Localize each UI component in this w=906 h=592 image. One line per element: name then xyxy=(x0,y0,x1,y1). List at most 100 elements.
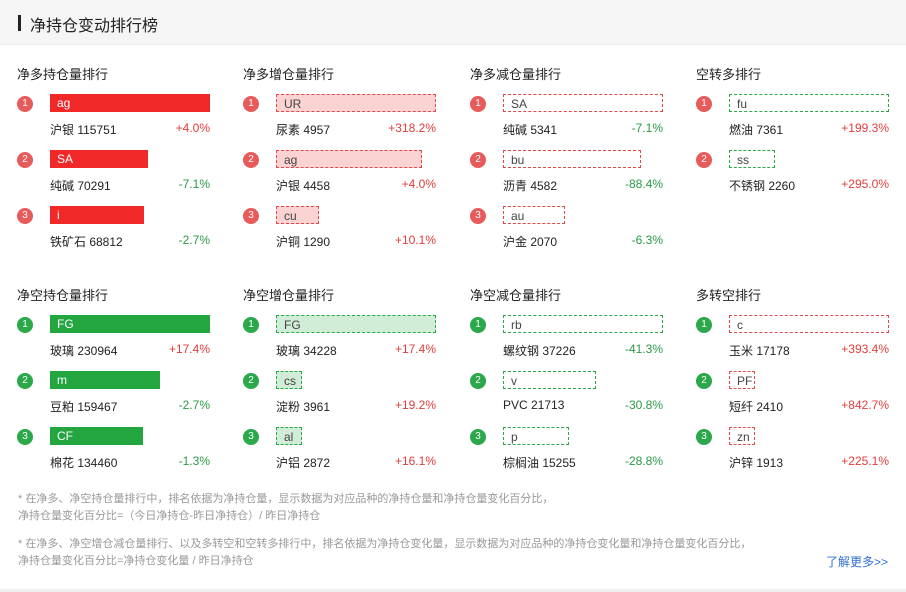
contract-name-value: 沪金 2070 xyxy=(503,235,558,249)
contract-bar[interactable]: v xyxy=(503,371,596,389)
contract-bar[interactable]: ag xyxy=(50,94,210,112)
ranking-item[interactable]: 3 p 棕榈油 15255 -28.8% xyxy=(470,427,675,483)
contract-name-value: PVC 21713 xyxy=(503,398,565,412)
change-percent: +393.4% xyxy=(841,342,889,356)
rank-badge: 1 xyxy=(17,96,33,112)
ranking-item[interactable]: 3 au 沪金 2070 -6.3% xyxy=(470,206,675,262)
contract-bar[interactable]: p xyxy=(503,427,569,445)
contract-name-value: 淀粉 3961 xyxy=(276,400,331,414)
rank-badge: 3 xyxy=(470,429,486,445)
section-title: 多转空排行 xyxy=(696,288,762,303)
section-title: 净多增仓量排行 xyxy=(243,67,335,82)
contract-name-value: 沥青 4582 xyxy=(503,179,558,193)
ranking-item[interactable]: 2 PF 短纤 2410 +842.7% xyxy=(696,371,901,427)
change-percent: +10.1% xyxy=(394,233,436,247)
ranking-section: 净空增仓量排行 1 FG 玻璃 34228 +17.4% 2 cs 淀粉 3961 +19.2%… xyxy=(243,287,448,483)
contract-bar[interactable]: FG xyxy=(276,315,436,333)
note-changes-line2: 净持仓量变化百分比=净持仓变化量 / 昨日净持仓 xyxy=(18,555,254,567)
title-accent-bar xyxy=(18,15,21,31)
contract-bar[interactable]: FG xyxy=(50,315,210,333)
note-changes-line1: * 在净多、净空增仓减仓量排行、以及多转空和空转多排行中，排名依据为净持仓变化量… xyxy=(18,538,752,550)
change-percent: +318.2% xyxy=(388,121,436,135)
ranking-item[interactable]: 3 CF 棉花 134460 -1.3% xyxy=(17,427,222,483)
contract-bar[interactable]: ss xyxy=(729,150,775,168)
ranking-item[interactable]: 1 ag 沪银 115751 +4.0% xyxy=(17,94,222,150)
ranking-section: 净多增仓量排行 1 UR 尿素 4957 +318.2% 2 ag 沪银 4458 +4.0% 3… xyxy=(243,66,448,262)
contract-bar[interactable]: fu xyxy=(729,94,889,112)
section-title: 净空减仓量排行 xyxy=(470,288,562,303)
contract-bar[interactable]: UR xyxy=(276,94,436,112)
change-percent: -41.3% xyxy=(624,342,663,356)
change-percent: +17.4% xyxy=(394,342,436,356)
contract-name-value: 纯碱 5341 xyxy=(503,123,558,137)
rank-badge: 1 xyxy=(470,317,486,333)
change-percent: +19.2% xyxy=(394,398,436,412)
change-percent: +842.7% xyxy=(841,398,889,412)
ranking-item[interactable]: 3 i 铁矿石 68812 -2.7% xyxy=(17,206,222,262)
ranking-section: 净空减仓量排行 1 rb 螺纹钢 37226 -41.3% 2 v PVC 21713 -30.… xyxy=(470,287,675,483)
ranking-item[interactable]: 2 ag 沪银 4458 +4.0% xyxy=(243,150,448,206)
contract-bar[interactable]: CF xyxy=(50,427,143,445)
rank-badge: 2 xyxy=(243,152,259,168)
contract-bar[interactable]: m xyxy=(50,371,160,389)
change-percent: +295.0% xyxy=(841,177,889,191)
contract-name-value: 螺纹钢 37226 xyxy=(503,344,576,358)
rank-badge: 1 xyxy=(243,317,259,333)
ranking-item[interactable]: 2 bu 沥青 4582 -88.4% xyxy=(470,150,675,206)
section-title: 净多持仓量排行 xyxy=(17,67,109,82)
ranking-item[interactable]: 2 m 豆粕 159467 -2.7% xyxy=(17,371,222,427)
change-percent: +4.0% xyxy=(401,177,436,191)
ranking-item[interactable]: 2 ss 不锈钢 2260 +295.0% xyxy=(696,150,901,206)
change-percent: +4.0% xyxy=(175,121,210,135)
contract-bar[interactable]: SA xyxy=(50,150,148,168)
contract-name-value: 玻璃 34228 xyxy=(276,344,337,358)
rank-badge: 2 xyxy=(470,373,486,389)
ranking-item[interactable]: 1 c 玉米 17178 +393.4% xyxy=(696,315,901,371)
change-percent: -2.7% xyxy=(178,233,210,247)
contract-bar[interactable]: rb xyxy=(503,315,663,333)
contract-bar[interactable]: cu xyxy=(276,206,319,224)
contract-name-value: 棕榈油 15255 xyxy=(503,456,576,470)
ranking-item[interactable]: 2 v PVC 21713 -30.8% xyxy=(470,371,675,427)
contract-name-value: 沪银 115751 xyxy=(50,123,117,137)
contract-bar[interactable]: SA xyxy=(503,94,663,112)
rank-badge: 2 xyxy=(696,373,712,389)
contract-name-value: 纯碱 70291 xyxy=(50,179,111,193)
ranking-item[interactable]: 1 UR 尿素 4957 +318.2% xyxy=(243,94,448,150)
contract-bar[interactable]: bu xyxy=(503,150,641,168)
contract-name-value: 不锈钢 2260 xyxy=(729,179,796,193)
rank-badge: 2 xyxy=(243,373,259,389)
ranking-item[interactable]: 3 al 沪铝 2872 +16.1% xyxy=(243,427,448,483)
ranking-item[interactable]: 1 SA 纯碱 5341 -7.1% xyxy=(470,94,675,150)
contract-bar[interactable]: ag xyxy=(276,150,422,168)
ranking-item[interactable]: 1 fu 燃油 7361 +199.3% xyxy=(696,94,901,150)
rank-badge: 3 xyxy=(243,208,259,224)
ranking-section: 空转多排行 1 fu 燃油 7361 +199.3% 2 ss 不锈钢 2260 +295.0% xyxy=(696,66,901,206)
contract-name-value: 棉花 134460 xyxy=(50,456,118,470)
contract-bar[interactable]: au xyxy=(503,206,565,224)
contract-name-value: 尿素 4957 xyxy=(276,123,331,137)
ranking-item[interactable]: 1 FG 玻璃 34228 +17.4% xyxy=(243,315,448,371)
contract-bar[interactable]: zn xyxy=(729,427,755,445)
ranking-section: 净空持仓量排行 1 FG 玻璃 230964 +17.4% 2 m 豆粕 159467 -2.7… xyxy=(17,287,222,483)
change-percent: +17.4% xyxy=(168,342,210,356)
rank-badge: 1 xyxy=(243,96,259,112)
contract-name-value: 玉米 17178 xyxy=(729,344,790,358)
ranking-item[interactable]: 1 rb 螺纹钢 37226 -41.3% xyxy=(470,315,675,371)
ranking-item[interactable]: 1 FG 玻璃 230964 +17.4% xyxy=(17,315,222,371)
rank-badge: 1 xyxy=(470,96,486,112)
section-title: 空转多排行 xyxy=(696,67,762,82)
ranking-item[interactable]: 2 SA 纯碱 70291 -7.1% xyxy=(17,150,222,206)
contract-bar[interactable]: c xyxy=(729,315,889,333)
rank-badge: 3 xyxy=(17,208,33,224)
contract-bar[interactable]: i xyxy=(50,206,144,224)
contract-bar[interactable]: PF xyxy=(729,371,755,389)
rank-badge: 1 xyxy=(696,96,712,112)
ranking-item[interactable]: 3 zn 沪锌 1913 +225.1% xyxy=(696,427,901,483)
ranking-item[interactable]: 3 cu 沪铜 1290 +10.1% xyxy=(243,206,448,262)
contract-bar[interactable]: cs xyxy=(276,371,302,389)
ranking-item[interactable]: 2 cs 淀粉 3961 +19.2% xyxy=(243,371,448,427)
rank-badge: 2 xyxy=(17,373,33,389)
contract-bar[interactable]: al xyxy=(276,427,302,445)
learn-more-link[interactable]: 了解更多>> xyxy=(826,555,889,569)
